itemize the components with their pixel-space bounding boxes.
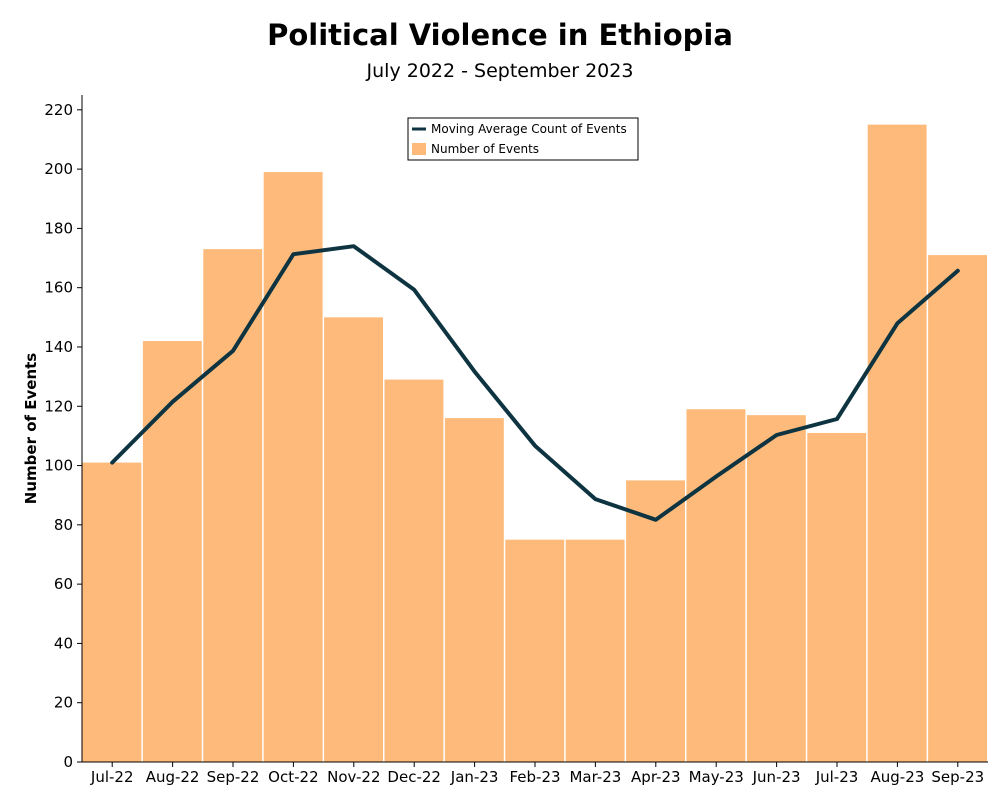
y-tick-label: 60 [54,575,73,593]
legend: Moving Average Count of Events Number of… [407,117,639,161]
x-tick-label: Aug-22 [146,768,200,786]
x-tick-label: May-23 [689,768,744,786]
x-tick-label: Sep-22 [207,768,260,786]
bar-Oct-22 [263,172,323,762]
y-tick-label: 80 [54,516,73,534]
y-tick-label: 140 [44,338,73,356]
bar-Aug-22 [142,341,202,762]
x-tick-label: Oct-22 [268,768,318,786]
bar-Jan-23 [444,418,504,762]
x-tick-label: Jul-23 [815,768,859,786]
bar-Jul-23 [807,432,867,762]
ticks-layer: 0 20 40 60 80 100 120 140 160 180 200 220 Jul-22 Aug-… [44,101,984,786]
y-tick-label: 200 [44,160,73,178]
bar-Sep-22 [203,249,263,762]
y-tick-label: 0 [63,753,73,771]
x-tick-label: Jul-22 [90,768,134,786]
moving-average-line [110,244,960,522]
chart-title: Political Violence in Ethiopia [267,18,733,52]
bar-Dec-22 [384,379,444,762]
y-tick-label: 40 [54,634,73,652]
bar-Jun-23 [746,415,806,762]
x-tick-label: Jan-23 [450,768,499,786]
bar-Jul-22 [82,462,142,762]
x-tick-label: Mar-23 [569,768,621,786]
y-tick-label: 160 [44,279,73,297]
bar-May-23 [686,409,746,762]
bar-Nov-22 [324,317,383,762]
bar-Feb-23 [505,539,565,762]
x-tick-label: Sep-23 [931,768,984,786]
bar-Sep-23 [928,255,987,762]
line-layer [110,244,960,522]
x-tick-label: Jun-23 [752,768,801,786]
x-tick-label: Apr-23 [631,768,681,786]
bar-Mar-23 [565,539,625,762]
y-tick-label: 120 [44,397,73,415]
legend-bar-swatch [412,143,426,155]
legend-line-label: Moving Average Count of Events [431,122,627,136]
y-axis-title: Number of Events [22,353,40,504]
bar-Aug-23 [867,124,927,762]
chart-subtitle: July 2022 - September 2023 [366,60,634,82]
x-tick-label: Dec-22 [387,768,441,786]
y-tick-label: 20 [54,694,73,712]
y-tick-label: 220 [44,101,73,119]
bars-layer [82,124,987,762]
y-tick-label: 180 [44,219,73,237]
x-tick-label: Aug-23 [871,768,925,786]
bar-Apr-23 [626,480,685,762]
legend-box [407,117,639,161]
legend-bar-label: Number of Events [431,142,539,156]
y-tick-label: 100 [44,457,73,475]
x-tick-label: Feb-23 [509,768,560,786]
x-tick-label: Nov-22 [327,768,380,786]
